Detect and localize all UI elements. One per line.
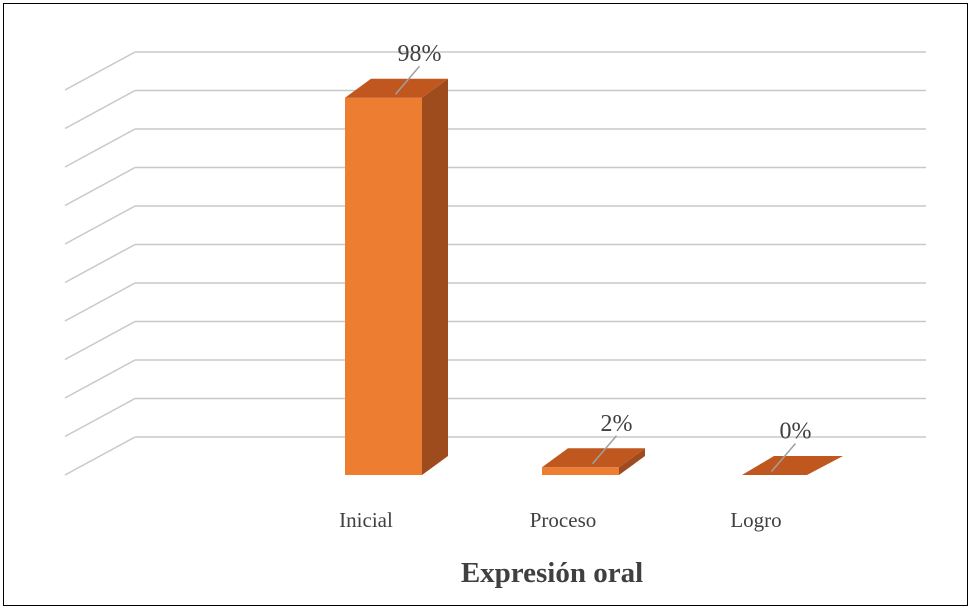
bar-front-face bbox=[542, 467, 619, 475]
bar-top-face bbox=[542, 448, 645, 468]
category-label: Logro bbox=[730, 508, 781, 532]
gridline-diagonal bbox=[64, 243, 136, 284]
bar-side-face bbox=[619, 448, 645, 475]
bar-top-face bbox=[742, 456, 843, 475]
bar-proceso bbox=[542, 448, 645, 475]
bars bbox=[345, 78, 843, 475]
gridline-diagonal bbox=[64, 166, 136, 207]
gridlines bbox=[64, 51, 926, 476]
category-label: Inicial bbox=[339, 508, 393, 532]
bar-top-face bbox=[345, 78, 448, 98]
leader-line bbox=[770, 443, 797, 472]
leader-line bbox=[394, 65, 421, 95]
gridline-diagonal bbox=[64, 397, 136, 438]
bar-inicial bbox=[345, 78, 448, 475]
gridline-diagonal bbox=[64, 128, 136, 168]
gridline-diagonal bbox=[64, 359, 136, 399]
gridline-diagonal bbox=[64, 89, 136, 130]
leader-line bbox=[591, 435, 618, 465]
data-label: 0% bbox=[780, 419, 812, 445]
data-label: 2% bbox=[601, 411, 633, 437]
category-label: Proceso bbox=[530, 508, 597, 532]
bar-logro bbox=[742, 456, 843, 475]
bar-front-face bbox=[345, 97, 422, 475]
gridline-diagonal bbox=[64, 205, 136, 245]
gridline-diagonal bbox=[64, 320, 136, 361]
data-labels: 98% 2% 0% bbox=[398, 41, 812, 444]
gridline-diagonal bbox=[64, 436, 136, 476]
chart-frame bbox=[3, 3, 968, 606]
data-label: 98% bbox=[398, 41, 442, 67]
gridline-diagonal bbox=[64, 282, 136, 322]
label-leader-lines bbox=[394, 65, 797, 472]
gridline-diagonal bbox=[64, 51, 136, 91]
x-axis-title: Expresión oral bbox=[461, 557, 643, 589]
category-axis-labels: Inicial Proceso Logro bbox=[339, 508, 781, 532]
bar-side-face bbox=[422, 78, 448, 475]
